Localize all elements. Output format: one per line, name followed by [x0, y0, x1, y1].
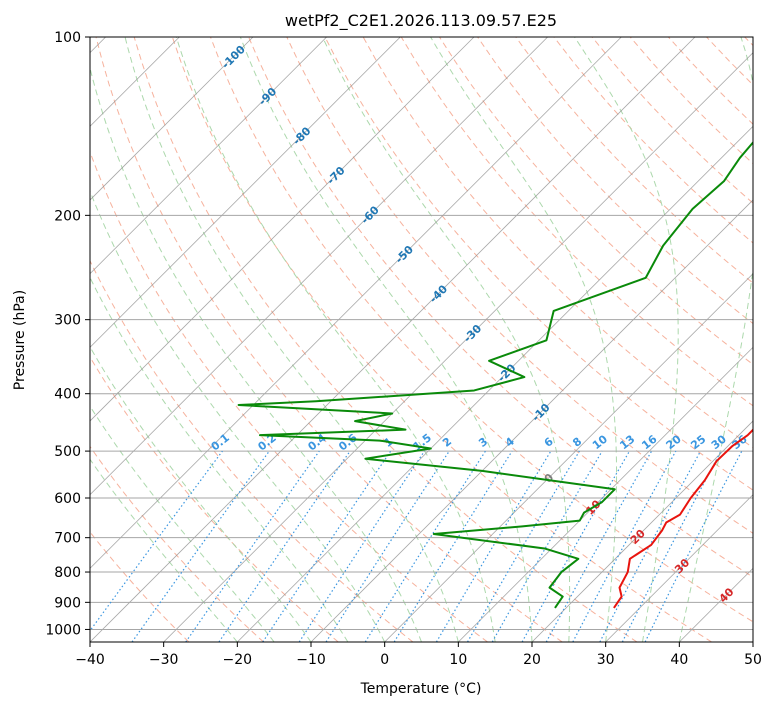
isotherm-line: [163, 52, 753, 642]
mixing-ratio-line: [325, 450, 450, 642]
isotherm-line: [90, 37, 327, 275]
dry-adiabat-line: [95, 37, 563, 642]
y-tick-label: 900: [54, 595, 81, 611]
profile-series: [237, 140, 753, 609]
plot-background: [90, 37, 753, 642]
x-tick-label: 50: [744, 652, 762, 668]
mixing-ratio-line: [393, 450, 513, 642]
isotherm-line: [310, 199, 753, 642]
isotherm-line: [90, 37, 696, 642]
mixing-ratio-line: [90, 450, 223, 632]
y-tick-label: 1000: [45, 622, 81, 638]
isotherm-line: [531, 420, 753, 642]
x-tick-label: −40: [75, 652, 105, 668]
isotherm-line: [90, 37, 254, 201]
moist-adiabat-line: [430, 37, 618, 642]
moist-adiabat-line: [90, 276, 349, 642]
isotherm-line: [458, 346, 753, 642]
mixing-ratio-line: [572, 450, 677, 642]
mixing-ratio-line: [644, 450, 743, 642]
moist-adiabat-line: [239, 37, 533, 642]
y-tick-label: 100: [54, 30, 81, 46]
dry-adiabat-line: [210, 37, 753, 623]
isotherm-line: [90, 37, 622, 569]
dry-adiabat-line: [90, 445, 264, 642]
dewpoint-profile-line: [237, 140, 753, 609]
x-tick-label: 20: [523, 652, 541, 668]
x-axis-label: Temperature (°C): [360, 681, 482, 697]
y-axis-label: Pressure (hPa): [12, 290, 28, 390]
moist-adiabat-line: [90, 66, 422, 642]
background-lines: [90, 37, 753, 642]
dry-adiabat-line: [90, 259, 414, 642]
y-tick-label: 800: [54, 565, 81, 581]
dry-adiabat-line: [90, 356, 339, 642]
x-tick-label: 40: [670, 652, 688, 668]
mixing-ratio-line: [185, 450, 320, 642]
mixing-ratio-line: [298, 450, 425, 642]
y-tick-label: 400: [54, 387, 81, 403]
dry-adiabat-line: [286, 37, 753, 534]
dry-adiabat-line: [133, 37, 638, 642]
x-tick-label: −10: [296, 652, 326, 668]
isotherm-line: [605, 494, 753, 642]
moist-adiabat-line: [322, 37, 571, 642]
mixing-ratio-line: [262, 450, 392, 642]
moist-adiabat-line: [678, 37, 753, 642]
chart-title: wetPf2_C2E1.2026.113.09.57.E25: [285, 11, 557, 31]
moist-adiabat-line: [90, 405, 275, 642]
y-tick-label: 600: [54, 491, 81, 507]
dry-adiabat-line: [515, 37, 753, 284]
mixing-ratio-line: [545, 450, 653, 642]
y-tick-label: 700: [54, 531, 81, 547]
moist-adiabat-line: [124, 37, 459, 642]
x-tick-label: 0: [380, 652, 389, 668]
y-tick-label: 500: [54, 444, 81, 460]
x-tick-label: 10: [449, 652, 467, 668]
temperature-profile-line: [613, 428, 753, 609]
dry-adiabat-line: [248, 37, 753, 578]
dry-adiabat-line: [171, 37, 712, 642]
y-tick-label: 200: [54, 208, 81, 224]
x-tick-label: −30: [149, 652, 179, 668]
moist-adiabat-line: [574, 37, 679, 642]
isotherm-line: [90, 37, 475, 422]
mixing-ratio-line: [131, 450, 270, 642]
moist-adiabat-line: [175, 37, 496, 642]
isotherm-line: [90, 37, 548, 496]
y-tick-label: 300: [54, 313, 81, 329]
plot-frame: [89, 36, 754, 643]
moist-adiabat-line: [90, 189, 386, 642]
isotherm-line: [752, 641, 753, 642]
moist-adiabat-line: [90, 458, 238, 642]
mixing-ratio-line: [521, 450, 631, 642]
isotherm-line: [237, 125, 753, 642]
dry-adiabat-line: [324, 37, 753, 491]
axis-ticks: −40 −30 −20 −10 0 10 20 30 40 50 100 200 300 400 500 60…: [45, 30, 762, 668]
mixing-ratio-line: [218, 450, 351, 642]
x-tick-label: −20: [223, 652, 253, 668]
isotherm-line: [90, 37, 401, 348]
x-tick-label: 30: [597, 652, 615, 668]
